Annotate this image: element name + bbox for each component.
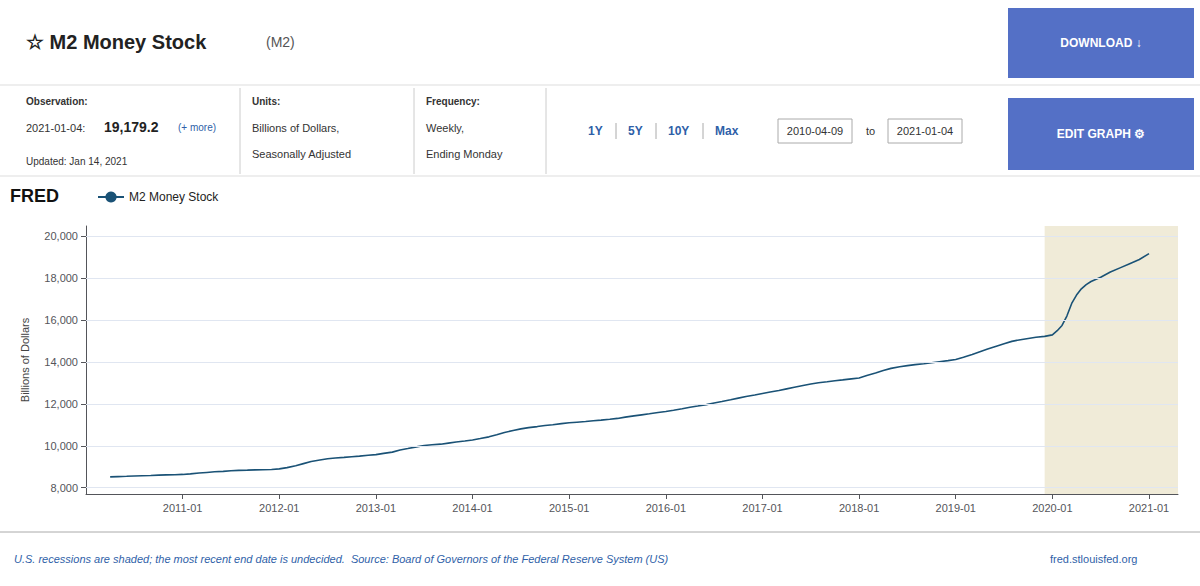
svg-text:Observation:: Observation: (26, 96, 88, 107)
svg-text:Weekly,: Weekly, (426, 122, 464, 134)
svg-text:19,179.2: 19,179.2 (104, 119, 159, 135)
svg-text:14,000: 14,000 (44, 356, 78, 368)
svg-text:(M2): (M2) (266, 34, 295, 50)
svg-text:2017-01: 2017-01 (742, 502, 782, 514)
svg-text:10,000: 10,000 (44, 440, 78, 452)
svg-text:20,000: 20,000 (44, 230, 78, 242)
svg-text:Updated: Jan 14, 2021: Updated: Jan 14, 2021 (26, 156, 128, 167)
svg-text:EDIT GRAPH ⚙: EDIT GRAPH ⚙ (1057, 127, 1145, 141)
svg-text:8,000: 8,000 (50, 482, 78, 494)
svg-text:2021-01-04: 2021-01-04 (897, 125, 953, 137)
svg-text:Seasonally Adjusted: Seasonally Adjusted (252, 148, 351, 160)
svg-text:2011-01: 2011-01 (163, 502, 203, 514)
svg-text:M2 Money Stock: M2 Money Stock (129, 190, 219, 204)
svg-text:2021-01: 2021-01 (1129, 502, 1169, 514)
svg-text:to: to (866, 125, 875, 137)
svg-text:10Y: 10Y (668, 124, 689, 138)
svg-text:2013-01: 2013-01 (356, 502, 396, 514)
svg-text:16,000: 16,000 (44, 314, 78, 326)
svg-text:Max: Max (715, 124, 739, 138)
svg-text:2019-01: 2019-01 (936, 502, 976, 514)
svg-text:2018-01: 2018-01 (839, 502, 879, 514)
svg-text:Billions of Dollars,: Billions of Dollars, (252, 122, 339, 134)
svg-text:12,000: 12,000 (44, 398, 78, 410)
svg-text:Ending Monday: Ending Monday (426, 148, 503, 160)
svg-text:2020-01: 2020-01 (1032, 502, 1072, 514)
svg-text:18,000: 18,000 (44, 272, 78, 284)
svg-text:1Y: 1Y (588, 124, 603, 138)
svg-text:2014-01: 2014-01 (452, 502, 492, 514)
svg-text:2021-01-04:: 2021-01-04: (26, 122, 85, 134)
svg-text:Billions of Dollars: Billions of Dollars (19, 317, 31, 402)
svg-text:Units:: Units: (252, 96, 280, 107)
svg-text:U.S. recessions are shaded; th: U.S. recessions are shaded; the most rec… (14, 553, 669, 565)
svg-text:5Y: 5Y (628, 124, 643, 138)
svg-text:fred.stlouisfed.org: fred.stlouisfed.org (1050, 553, 1137, 565)
svg-text:FRED: FRED (10, 186, 59, 206)
svg-text:☆ M2 Money Stock: ☆ M2 Money Stock (26, 31, 207, 53)
svg-text:2012-01: 2012-01 (259, 502, 299, 514)
svg-text:DOWNLOAD ↓: DOWNLOAD ↓ (1060, 36, 1141, 50)
svg-text:2016-01: 2016-01 (646, 502, 686, 514)
svg-text:Frequency:: Frequency: (426, 96, 480, 107)
svg-text:(+ more): (+ more) (178, 122, 216, 133)
svg-text:2010-04-09: 2010-04-09 (787, 125, 843, 137)
svg-text:2015-01: 2015-01 (549, 502, 589, 514)
